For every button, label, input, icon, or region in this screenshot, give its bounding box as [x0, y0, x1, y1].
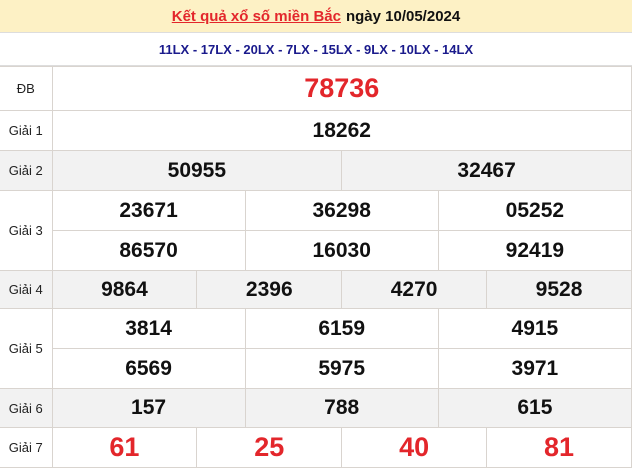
prize-value: 86570	[51, 230, 246, 271]
prize-value: 40	[341, 427, 488, 468]
title-date: ngày 10/05/2024	[345, 7, 461, 25]
prize-value: 05252	[437, 190, 632, 231]
prize-value: 6159	[244, 308, 439, 349]
prize-value: 18262	[51, 110, 632, 151]
prize-label: Giải 4	[0, 270, 53, 309]
prize-label: Giải 7	[0, 427, 53, 468]
prize-value: 81	[486, 427, 632, 468]
prize-value: 23671	[51, 190, 246, 231]
row-g2: Giải 2 50955 32467	[0, 150, 632, 191]
prize-value: 2396	[196, 270, 343, 309]
prize-value: 4270	[341, 270, 488, 309]
prize-label: Giải 1	[0, 110, 53, 151]
prize-value: 3971	[437, 348, 632, 389]
row-g6: Giải 6 157 788 615	[0, 388, 632, 428]
prize-value: 32467	[341, 150, 632, 191]
prize-value: 16030	[244, 230, 439, 271]
row-g1: Giải 1 18262	[0, 110, 632, 151]
page-title: Kết quả xổ số miền Bắc ngày 10/05/2024	[0, 0, 632, 33]
prize-value: 157	[51, 388, 246, 428]
row-g5b: 6569 5975 3971	[0, 348, 632, 389]
row-g3b: 86570 16030 92419	[0, 230, 632, 271]
prize-label: ĐB	[0, 66, 53, 111]
prize-value: 50955	[51, 150, 343, 191]
row-g5: Giải 5 3814 6159 4915	[0, 308, 632, 389]
prize-value: 36298	[244, 190, 439, 231]
prize-value: 61	[51, 427, 198, 468]
prize-value: 25	[196, 427, 343, 468]
row-g4: Giải 4 9864 2396 4270 9528	[0, 270, 632, 309]
title-link[interactable]: Kết quả xổ số miền Bắc	[171, 7, 341, 25]
prize-label: Giải 5	[0, 308, 53, 389]
prize-value: 78736	[51, 66, 632, 111]
prize-value: 92419	[437, 230, 632, 271]
prize-value: 3814	[51, 308, 246, 349]
row-g3: Giải 3 23671 36298 05252	[0, 190, 632, 271]
results-table: ĐB 78736 Giải 1 18262 Giải 2 50955 32467 Giả…	[0, 66, 632, 468]
prize-value: 4915	[437, 308, 632, 349]
prize-value: 788	[244, 388, 439, 428]
special-codes: 11LX - 17LX - 20LX - 7LX - 15LX - 9LX - …	[0, 33, 632, 66]
prize-value: 9528	[486, 270, 632, 309]
prize-value: 9864	[51, 270, 198, 309]
prize-label: Giải 2	[0, 150, 53, 191]
row-db: ĐB 78736	[0, 66, 632, 111]
prize-value: 615	[437, 388, 632, 428]
prize-value: 5975	[244, 348, 439, 389]
prize-label: Giải 6	[0, 388, 53, 428]
row-g7: Giải 7 61 25 40 81	[0, 427, 632, 468]
prize-label: Giải 3	[0, 190, 53, 271]
prize-value: 6569	[51, 348, 246, 389]
